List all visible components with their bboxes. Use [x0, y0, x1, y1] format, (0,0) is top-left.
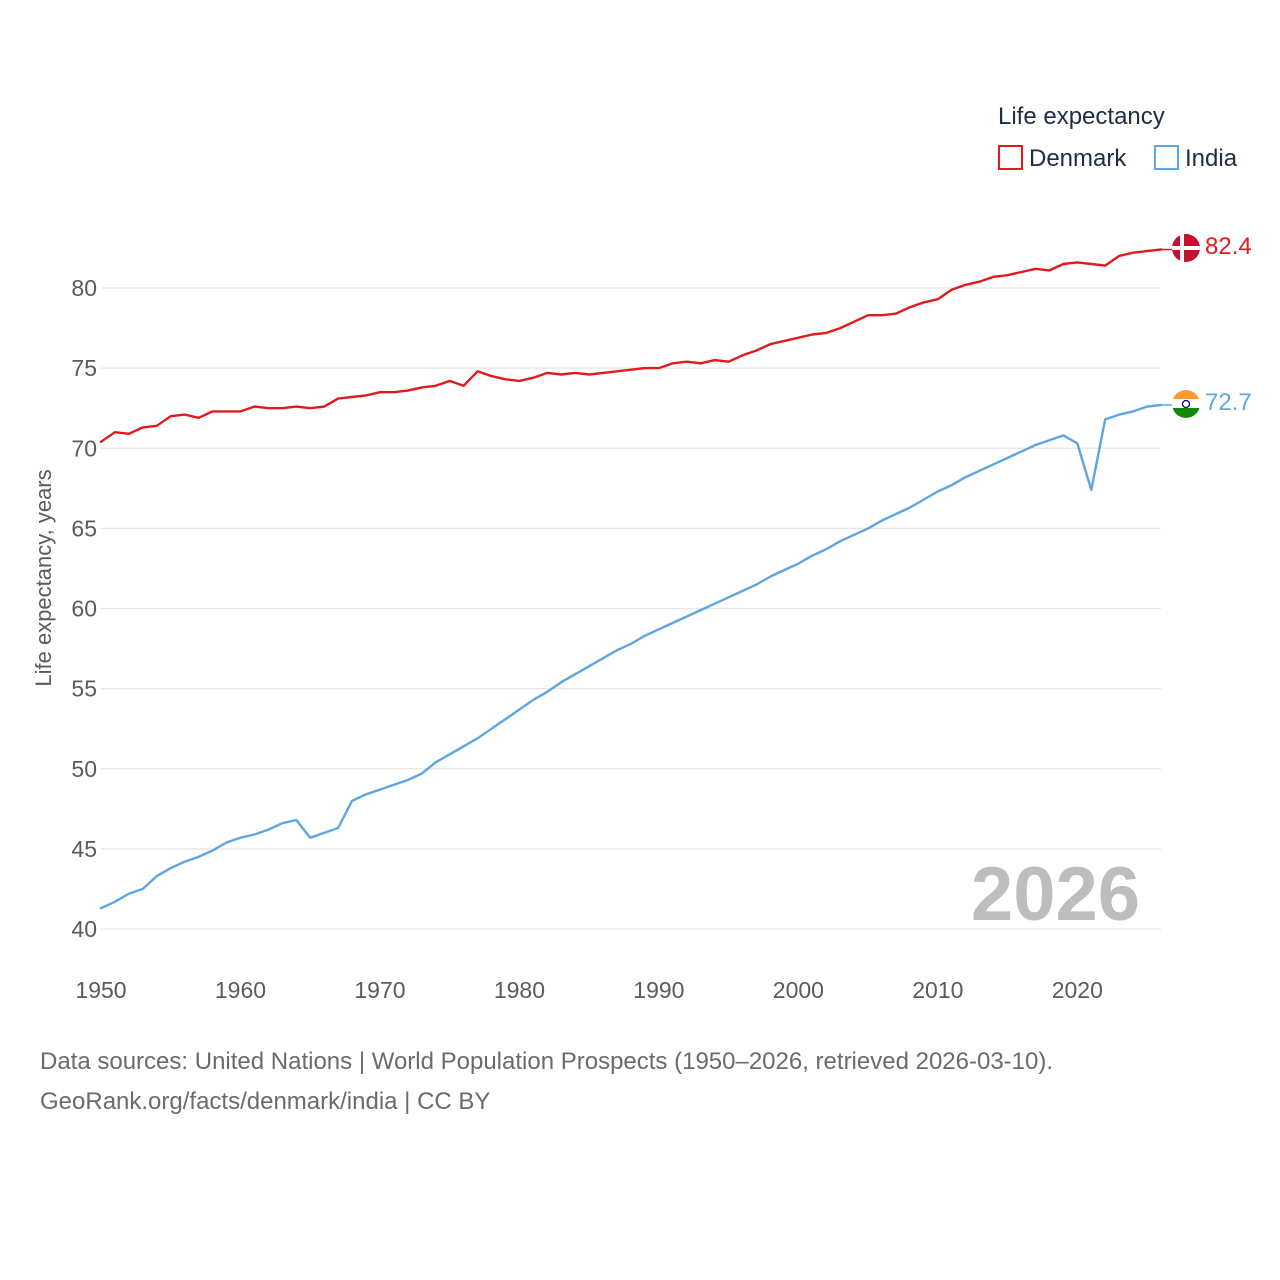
y-tick-label: 40	[71, 916, 97, 942]
life-expectancy-chart: 40 45 50 55 60 65 70 75 80 1950 1960 1970 1980 1990 2…	[31, 103, 1252, 1003]
y-tick-label: 45	[71, 836, 97, 862]
end-label-denmark: 82.4	[1205, 233, 1252, 260]
y-axis-ticks: 40 45 50 55 60 65 70 75 80	[71, 275, 97, 942]
x-tick-label: 2010	[912, 977, 963, 1003]
legend-swatch-india	[1154, 145, 1179, 170]
x-tick-label: 1990	[633, 977, 684, 1003]
y-tick-label: 55	[71, 676, 97, 702]
series-lines	[99, 248, 1172, 910]
y-tick-label: 75	[71, 355, 97, 381]
y-tick-label: 80	[71, 275, 97, 301]
series-line-denmark	[99, 248, 1163, 443]
series-line-india	[99, 403, 1163, 910]
legend-swatch-denmark	[998, 145, 1023, 170]
attribution-text: GeoRank.org/facts/denmark/india | CC BY	[40, 1088, 491, 1115]
end-label-india: 72.7	[1205, 389, 1252, 416]
legend-item-india[interactable]: India	[1154, 145, 1238, 172]
x-tick-label: 1970	[354, 977, 405, 1003]
year-stamp: 2026	[971, 852, 1140, 937]
data-source-text: Data sources: United Nations | World Pop…	[40, 1048, 1054, 1075]
x-tick-label: 1980	[494, 977, 545, 1003]
y-axis-title: Life expectancy, years	[31, 469, 56, 686]
y-tick-label: 70	[71, 435, 97, 461]
legend-item-denmark[interactable]: Denmark	[998, 145, 1127, 172]
x-tick-label: 2020	[1052, 977, 1103, 1003]
footer: Data sources: United Nations | World Pop…	[40, 1042, 1260, 1122]
denmark-flag-icon	[1172, 234, 1200, 262]
legend: Life expectancy Denmark India	[998, 103, 1238, 172]
legend-title: Life expectancy	[998, 103, 1165, 130]
gridlines	[101, 287, 1161, 930]
legend-label-india: India	[1185, 145, 1238, 172]
x-axis-ticks: 1950 1960 1970 1980 1990 2000 2010 2020	[75, 977, 1102, 1003]
y-tick-label: 60	[71, 596, 97, 622]
x-tick-label: 1960	[215, 977, 266, 1003]
india-flag-icon	[1172, 390, 1200, 418]
x-tick-label: 1950	[75, 977, 126, 1003]
x-tick-label: 2000	[773, 977, 824, 1003]
legend-label-denmark: Denmark	[1029, 145, 1127, 172]
y-tick-label: 50	[71, 756, 97, 782]
y-tick-label: 65	[71, 515, 97, 541]
